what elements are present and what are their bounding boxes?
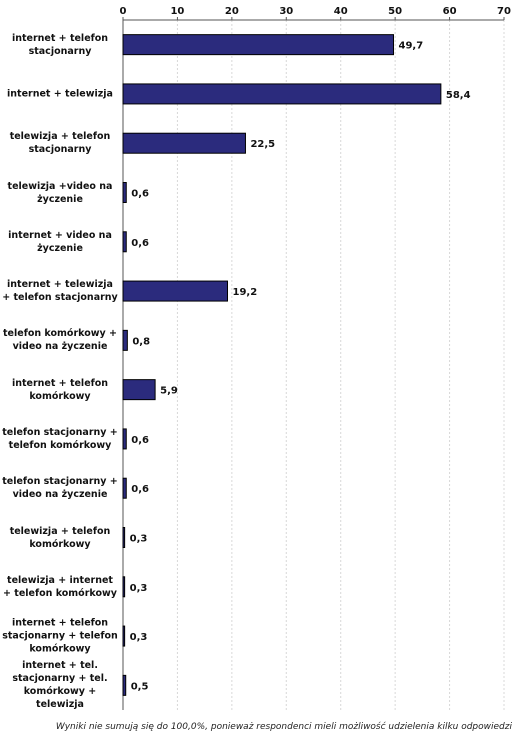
category-label: internet + telefon stacjonarny bbox=[11, 32, 109, 57]
data-label: 0,6 bbox=[131, 238, 149, 249]
data-label: 0,3 bbox=[130, 632, 148, 643]
x-tick-label: 0 bbox=[120, 6, 127, 17]
bar bbox=[122, 34, 395, 56]
x-tick-label: 20 bbox=[225, 6, 239, 17]
data-label: 0,3 bbox=[130, 534, 148, 545]
category-label: telewizja + telefon komórkowy bbox=[9, 525, 111, 550]
bar bbox=[122, 231, 127, 253]
data-label: 0,6 bbox=[131, 484, 149, 495]
bar bbox=[122, 625, 126, 647]
data-label: 58,4 bbox=[446, 90, 471, 101]
bar bbox=[122, 576, 126, 598]
data-label: 0,8 bbox=[132, 336, 150, 347]
footnote: Wyniki nie sumują się do 100,0%, poniewa… bbox=[55, 722, 512, 732]
category-label: telewizja +video na życzenie bbox=[7, 180, 113, 205]
data-label: 5,9 bbox=[160, 386, 178, 397]
category-label: telefon stacjonarny + telefon komórkowy bbox=[2, 426, 118, 451]
category-label: telefon stacjonarny + video na życzenie bbox=[2, 476, 118, 501]
x-tick-label: 50 bbox=[388, 6, 402, 17]
x-tick-label: 10 bbox=[170, 6, 184, 17]
category-label: internet + telefon komórkowy bbox=[11, 377, 109, 402]
bar bbox=[122, 329, 128, 351]
data-label: 0,3 bbox=[130, 583, 148, 594]
bar bbox=[122, 132, 246, 154]
bar bbox=[122, 379, 156, 401]
x-tick-label: 40 bbox=[334, 6, 348, 17]
bar bbox=[122, 674, 127, 696]
data-label: 49,7 bbox=[399, 41, 424, 52]
x-tick-label: 70 bbox=[497, 6, 511, 17]
bar bbox=[122, 477, 127, 499]
bar bbox=[122, 527, 126, 548]
bar bbox=[122, 182, 127, 203]
bar bbox=[122, 83, 442, 105]
data-label: 0,5 bbox=[131, 681, 149, 692]
category-label: telewizja + telefon stacjonarny bbox=[9, 131, 111, 156]
data-label: 19,2 bbox=[233, 287, 258, 298]
bar bbox=[122, 428, 127, 450]
x-tick-label: 30 bbox=[279, 6, 293, 17]
category-label: internet + telewizja + telefon stacjonar… bbox=[2, 279, 118, 304]
category-label: telefon komórkowy + video na życzenie bbox=[3, 328, 117, 353]
category-label: internet + video na życzenie bbox=[8, 229, 112, 254]
category-label: internet + tel. stacjonarny + tel. komór… bbox=[12, 660, 108, 711]
category-label: internet + telewizja bbox=[7, 88, 113, 100]
x-tick-label: 60 bbox=[443, 6, 457, 17]
data-label: 0,6 bbox=[131, 189, 149, 200]
data-label: 22,5 bbox=[250, 139, 275, 150]
category-label: internet + telefon stacjonarny + telefon… bbox=[2, 617, 118, 655]
bar bbox=[122, 280, 229, 302]
category-label: telewizja + internet + telefon komórkowy bbox=[3, 574, 117, 599]
data-label: 0,6 bbox=[131, 435, 149, 446]
